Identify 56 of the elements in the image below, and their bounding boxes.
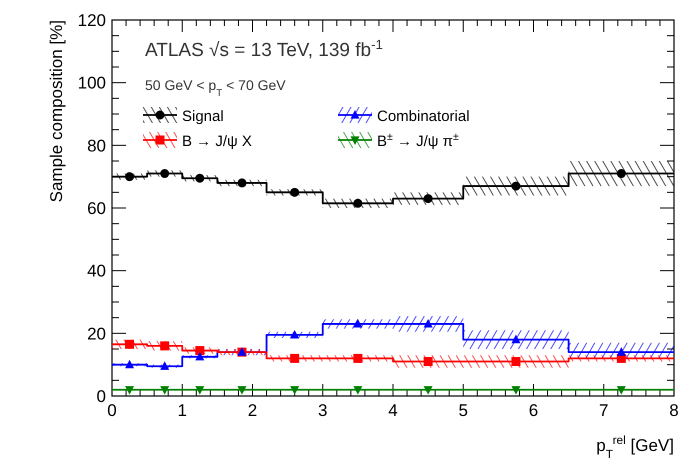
point xyxy=(353,198,362,208)
point xyxy=(160,341,170,350)
point xyxy=(353,354,362,363)
point xyxy=(353,318,362,328)
y-tick-label: 0 xyxy=(96,387,106,406)
point xyxy=(616,169,626,178)
point xyxy=(424,357,433,366)
x-tick-label: 2 xyxy=(248,401,258,420)
point xyxy=(511,182,520,191)
point xyxy=(195,174,204,183)
point xyxy=(125,386,134,395)
point xyxy=(353,386,362,395)
x-tick-label: 6 xyxy=(528,401,538,420)
point xyxy=(237,386,246,395)
point xyxy=(290,386,300,395)
y-tick-label: 40 xyxy=(87,262,106,281)
point xyxy=(424,194,433,204)
y-tick-label: 80 xyxy=(87,136,106,156)
point xyxy=(195,346,204,356)
point xyxy=(195,352,204,360)
point xyxy=(160,386,170,395)
point xyxy=(125,340,134,349)
point xyxy=(290,188,300,197)
legend-label: B → J/ψ X xyxy=(182,133,252,150)
x-tick-label: 3 xyxy=(318,401,328,420)
point xyxy=(125,172,134,182)
x-tick-label: 1 xyxy=(178,401,187,420)
x-axis-title: p$_{T}$$^{rel}$ [GeV] xyxy=(596,433,674,461)
x-tick-label: 8 xyxy=(669,401,679,420)
point xyxy=(160,169,170,178)
x-tick-label: 5 xyxy=(458,401,468,420)
point xyxy=(511,386,520,395)
point xyxy=(511,334,520,344)
legend-label: Signal xyxy=(182,108,224,125)
annotation: 50 GeV < p$_{T}$ < 70 GeV xyxy=(145,77,286,98)
y-tick-label: 100 xyxy=(78,74,106,93)
point xyxy=(125,360,134,368)
y-tick-label: 20 xyxy=(87,324,106,344)
y-tick-label: 120 xyxy=(78,11,106,30)
point xyxy=(511,357,520,366)
legend-label: Combinatorial xyxy=(377,108,470,125)
y-tick-label: 60 xyxy=(87,199,106,218)
x-tick-label: 4 xyxy=(388,401,398,420)
annotation: ATLAS √s = 13 TeV, 139 fb$^{-1}$ xyxy=(145,36,383,61)
y-axis-title: Sample composition [%] xyxy=(47,20,66,202)
point xyxy=(424,318,433,328)
point xyxy=(616,347,626,356)
point xyxy=(424,386,433,395)
point xyxy=(237,178,246,188)
point xyxy=(616,386,626,395)
x-tick-label: 7 xyxy=(599,401,608,420)
legend-label: B$^{±}$ → J/ψ π$^{±}$ xyxy=(377,131,459,150)
point xyxy=(290,330,300,338)
point xyxy=(195,386,204,395)
point xyxy=(160,361,170,370)
point xyxy=(290,354,300,363)
